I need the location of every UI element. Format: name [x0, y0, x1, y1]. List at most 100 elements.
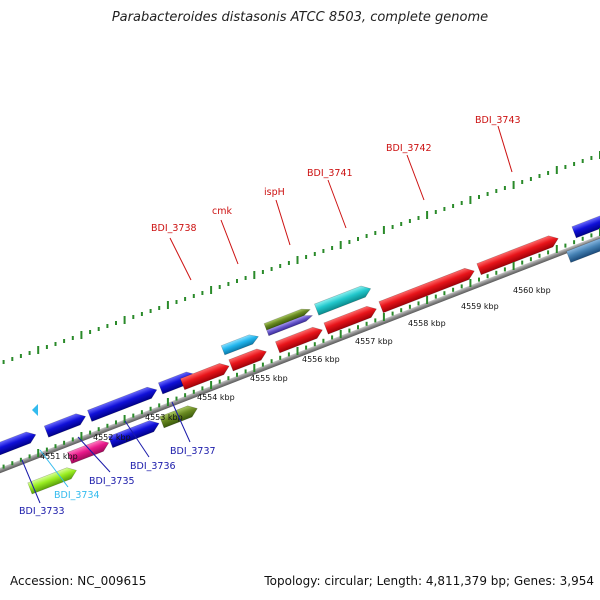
upper-ruler-tick	[408, 219, 411, 223]
gene-arrow-right-1[interactable]	[571, 205, 600, 239]
gene-label-bdi3742[interactable]: BDI_3742	[386, 143, 432, 154]
gene-arrow-isph-c[interactable]	[266, 313, 314, 337]
upper-ruler-tick	[123, 316, 126, 324]
gene-arrow-bdi3734[interactable]	[32, 404, 38, 416]
gene-arrow-left-3[interactable]	[87, 384, 159, 422]
lower-ruler-tick	[348, 328, 351, 333]
lower-ruler-tick	[140, 410, 143, 415]
lower-ruler-tick	[54, 444, 57, 449]
lower-ruler-tick	[210, 381, 213, 389]
lower-ruler-tick	[443, 291, 446, 296]
gene-arrow-bdi3738[interactable]	[179, 361, 231, 391]
gene-arrow-bdi3741-b[interactable]	[314, 283, 372, 316]
genome-backbone	[0, 182, 600, 513]
lower-ruler-tick	[106, 423, 109, 428]
gene-arrow-bdi3743[interactable]	[476, 233, 561, 276]
callout-line-cmk	[220, 219, 239, 265]
lower-ruler-tick	[460, 284, 463, 289]
upper-ruler-tick	[296, 256, 299, 264]
lower-ruler-tick	[296, 347, 299, 355]
gene-label-bdi3736[interactable]: BDI_3736	[130, 461, 176, 472]
gene-arrow-bdi3735[interactable]	[66, 437, 110, 465]
lower-ruler-tick	[452, 287, 455, 292]
upper-ruler-tick	[244, 276, 247, 280]
lower-ruler-tick	[529, 257, 532, 262]
lower-ruler-tick	[486, 274, 489, 279]
upper-ruler-tick	[279, 264, 282, 268]
lower-ruler-tick	[400, 308, 403, 313]
lower-ruler-tick	[244, 369, 247, 374]
callout-line-bdi3736	[124, 420, 150, 458]
lower-ruler-tick	[89, 430, 92, 435]
upper-ruler-tick	[19, 354, 22, 358]
upper-ruler-tick	[270, 267, 273, 271]
gene-label-bdi3741[interactable]: BDI_3741	[307, 168, 353, 179]
upper-ruler-tick	[236, 279, 238, 283]
lower-ruler-tick	[503, 267, 506, 272]
lower-ruler-tick	[357, 325, 359, 330]
lower-ruler-tick	[227, 376, 230, 381]
lower-ruler-tick	[132, 413, 135, 418]
upper-ruler-tick	[201, 291, 204, 295]
upper-ruler-tick	[63, 339, 66, 343]
gene-arrow-isph-b[interactable]	[263, 306, 311, 331]
upper-ruler-tick	[503, 186, 506, 190]
gene-label-bdi3733[interactable]: BDI_3733	[19, 506, 65, 517]
upper-ruler-tick	[357, 237, 359, 241]
lower-ruler-tick	[313, 342, 316, 347]
gene-label-cmk[interactable]: cmk	[212, 206, 232, 217]
upper-ruler-tick	[391, 225, 394, 229]
upper-ruler-tick	[115, 321, 117, 325]
kbp-label-4560: 4560 kbp	[513, 286, 551, 295]
gene-arrow-isph-a[interactable]	[275, 324, 324, 354]
gene-arrow-bdi3741-a[interactable]	[323, 303, 379, 335]
lower-ruler-tick	[115, 420, 117, 425]
gene-arrow-cmk-b[interactable]	[220, 332, 260, 356]
gene-arrow-left-1[interactable]	[0, 429, 38, 457]
gene-arrow-left-2[interactable]	[43, 411, 87, 438]
lower-ruler-tick	[538, 253, 541, 258]
lower-ruler-tick	[305, 345, 308, 350]
callout-line-bdi3742	[406, 154, 425, 201]
upper-ruler-tick	[555, 166, 558, 174]
gene-arrow-cmk-a[interactable]	[228, 346, 269, 372]
upper-ruler-tick	[305, 255, 308, 259]
upper-ruler-tick	[339, 241, 342, 249]
gene-track	[0, 205, 600, 495]
lower-ruler-tick	[37, 449, 40, 457]
upper-ruler-tick	[89, 330, 92, 334]
gene-arrow-bdi3733[interactable]	[27, 465, 79, 495]
upper-ruler-tick	[227, 282, 230, 286]
upper-ruler-tick	[2, 360, 5, 364]
kbp-label-4555: 4555 kbp	[250, 374, 288, 383]
lower-ruler-tick	[97, 427, 100, 432]
gene-label-bdi3735[interactable]: BDI_3735	[89, 476, 135, 487]
kbp-label-4553: 4553 kbp	[145, 413, 183, 422]
lower-ruler-tick	[63, 440, 66, 445]
upper-ruler-tick	[175, 300, 178, 304]
kbp-label-4554: 4554 kbp	[197, 393, 235, 402]
kbp-label-4551: 4551 kbp	[40, 452, 78, 461]
gene-label-isph[interactable]: ispH	[264, 187, 285, 198]
upper-ruler-tick	[486, 192, 489, 196]
gene-label-bdi3734[interactable]: BDI_3734	[54, 490, 100, 501]
gene-label-bdi3743[interactable]: BDI_3743	[475, 115, 521, 126]
gene-label-bdi3738[interactable]: BDI_3738	[151, 223, 197, 234]
gene-arrow-right-2[interactable]	[566, 230, 600, 263]
lower-ruler-tick	[322, 338, 325, 343]
lower-ruler-tick	[512, 262, 515, 270]
upper-ruler-tick	[434, 210, 437, 214]
callout-line-bdi3741	[327, 179, 347, 229]
lower-ruler-tick	[469, 279, 472, 287]
upper-ruler-tick	[54, 342, 57, 346]
lower-ruler-tick	[236, 372, 238, 377]
gene-label-bdi3737[interactable]: BDI_3737	[170, 446, 216, 457]
upper-ruler-tick	[71, 336, 74, 340]
upper-ruler-tick	[97, 327, 100, 331]
upper-ruler-tick	[106, 324, 109, 328]
upper-ruler-tick	[11, 357, 14, 361]
lower-ruler-tick	[166, 398, 169, 406]
upper-ruler-tick	[400, 222, 403, 226]
gene-arrow-bdi3742[interactable]	[378, 265, 477, 314]
lower-ruler-tick	[123, 415, 126, 423]
